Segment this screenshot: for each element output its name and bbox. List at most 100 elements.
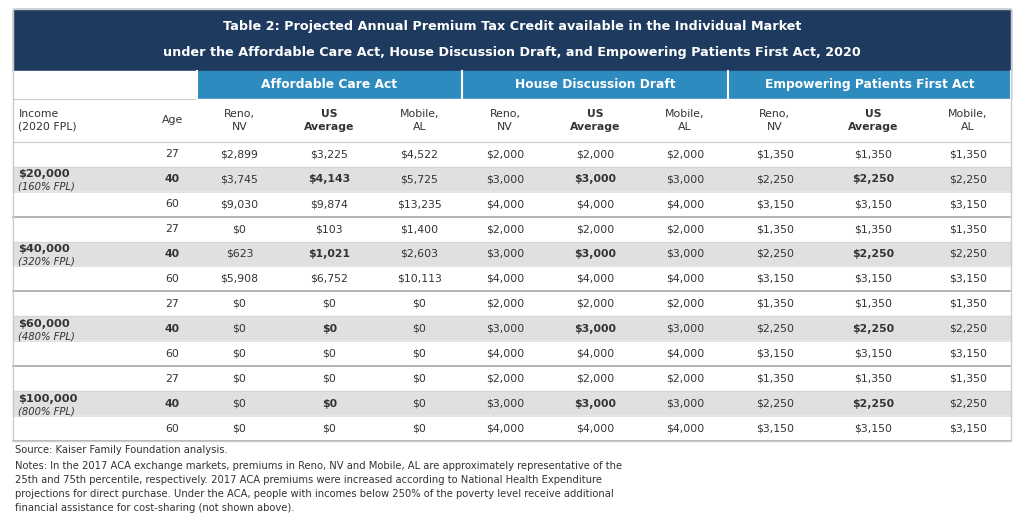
- Text: $0: $0: [232, 299, 247, 309]
- Text: $3,000: $3,000: [486, 399, 524, 409]
- Text: $0: $0: [323, 349, 336, 359]
- Text: 60: 60: [166, 349, 179, 359]
- Bar: [13, 391, 1011, 416]
- Text: $3,150: $3,150: [756, 424, 794, 434]
- Text: $0: $0: [413, 324, 426, 334]
- Text: $1,350: $1,350: [756, 374, 794, 384]
- Text: $4,522: $4,522: [400, 149, 438, 159]
- Bar: [13, 142, 1011, 167]
- Text: $0: $0: [413, 424, 426, 434]
- Text: Mobile,
AL: Mobile, AL: [666, 109, 705, 132]
- Text: $40,000: $40,000: [18, 244, 71, 254]
- Text: $0: $0: [413, 349, 426, 359]
- Text: $3,000: $3,000: [574, 399, 616, 409]
- Text: $0: $0: [232, 224, 247, 234]
- Text: $4,000: $4,000: [575, 424, 614, 434]
- Text: 27: 27: [166, 374, 179, 384]
- Text: projections for direct purchase. Under the ACA, people with incomes below 250% o: projections for direct purchase. Under t…: [15, 489, 614, 499]
- Text: $9,874: $9,874: [310, 199, 348, 209]
- Text: $3,000: $3,000: [486, 324, 524, 334]
- Bar: [13, 266, 1011, 292]
- Text: $4,000: $4,000: [666, 424, 705, 434]
- Text: $1,021: $1,021: [308, 249, 350, 259]
- Text: $1,350: $1,350: [756, 299, 794, 309]
- Text: Income
(2020 FPL): Income (2020 FPL): [18, 109, 77, 132]
- Text: $5,725: $5,725: [400, 174, 438, 184]
- Text: $2,000: $2,000: [666, 224, 705, 234]
- Text: $0: $0: [413, 299, 426, 309]
- Text: financial assistance for cost-sharing (not shown above).: financial assistance for cost-sharing (n…: [15, 503, 295, 513]
- Text: 27: 27: [166, 224, 179, 234]
- Bar: [13, 9, 1011, 71]
- Text: US
Average: US Average: [569, 109, 621, 132]
- Text: Reno,
NV: Reno, NV: [489, 109, 520, 132]
- Text: $1,350: $1,350: [854, 224, 892, 234]
- Text: $1,350: $1,350: [854, 149, 892, 159]
- Bar: [13, 317, 1011, 342]
- Text: $623: $623: [225, 249, 253, 259]
- Text: $2,899: $2,899: [220, 149, 258, 159]
- Text: $0: $0: [232, 324, 247, 334]
- Text: $0: $0: [413, 374, 426, 384]
- Text: $10,113: $10,113: [397, 274, 441, 284]
- Bar: [13, 99, 1011, 142]
- Text: $100,000: $100,000: [18, 393, 78, 404]
- Text: $2,250: $2,250: [756, 399, 794, 409]
- Bar: [13, 292, 1011, 317]
- Text: 60: 60: [166, 424, 179, 434]
- Text: $3,000: $3,000: [574, 174, 616, 184]
- Text: $4,000: $4,000: [486, 199, 524, 209]
- Text: $2,000: $2,000: [575, 149, 614, 159]
- Text: $1,350: $1,350: [756, 224, 794, 234]
- Text: $3,150: $3,150: [756, 349, 794, 359]
- Text: $2,000: $2,000: [666, 149, 705, 159]
- Text: $2,000: $2,000: [666, 374, 705, 384]
- Text: $6,752: $6,752: [310, 274, 348, 284]
- Bar: [13, 71, 197, 99]
- Text: Reno,
NV: Reno, NV: [224, 109, 255, 132]
- Text: 40: 40: [165, 399, 180, 409]
- Text: $4,000: $4,000: [486, 274, 524, 284]
- Bar: [13, 9, 1011, 441]
- Text: $0: $0: [232, 374, 247, 384]
- Text: $3,000: $3,000: [574, 324, 616, 334]
- Text: $4,000: $4,000: [666, 199, 705, 209]
- Text: $9,030: $9,030: [220, 199, 258, 209]
- Text: $0: $0: [322, 399, 337, 409]
- Text: $1,350: $1,350: [949, 299, 987, 309]
- Text: $2,250: $2,250: [852, 399, 894, 409]
- Text: Reno,
NV: Reno, NV: [760, 109, 791, 132]
- Text: $1,350: $1,350: [949, 374, 987, 384]
- Text: $0: $0: [232, 399, 247, 409]
- Bar: [13, 416, 1011, 441]
- Text: $4,000: $4,000: [486, 349, 524, 359]
- Text: (800% FPL): (800% FPL): [18, 406, 76, 417]
- Text: $60,000: $60,000: [18, 319, 71, 329]
- Text: $2,250: $2,250: [756, 174, 794, 184]
- Text: $3,150: $3,150: [949, 274, 987, 284]
- Text: Mobile,
AL: Mobile, AL: [399, 109, 439, 132]
- Text: $3,150: $3,150: [854, 349, 892, 359]
- Text: 40: 40: [165, 249, 180, 259]
- Text: $2,000: $2,000: [575, 299, 614, 309]
- Text: $1,350: $1,350: [756, 149, 794, 159]
- Bar: [13, 241, 1011, 266]
- Text: $4,143: $4,143: [308, 174, 350, 184]
- Text: $2,250: $2,250: [852, 249, 894, 259]
- Text: $3,150: $3,150: [854, 274, 892, 284]
- Text: (480% FPL): (480% FPL): [18, 332, 76, 342]
- Text: 27: 27: [166, 149, 179, 159]
- Text: $3,150: $3,150: [756, 199, 794, 209]
- Bar: [13, 167, 1011, 192]
- Text: $3,000: $3,000: [666, 399, 705, 409]
- Text: $2,000: $2,000: [486, 299, 524, 309]
- Text: $2,250: $2,250: [949, 249, 987, 259]
- Text: $3,150: $3,150: [854, 424, 892, 434]
- Text: $5,908: $5,908: [220, 274, 258, 284]
- Text: $4,000: $4,000: [575, 274, 614, 284]
- Text: $13,235: $13,235: [397, 199, 441, 209]
- Text: Affordable Care Act: Affordable Care Act: [261, 78, 397, 91]
- Text: 25th and 75th percentile, respectively. 2017 ACA premiums were increased accordi: 25th and 75th percentile, respectively. …: [15, 475, 602, 485]
- Text: $3,000: $3,000: [486, 249, 524, 259]
- Text: $2,000: $2,000: [575, 374, 614, 384]
